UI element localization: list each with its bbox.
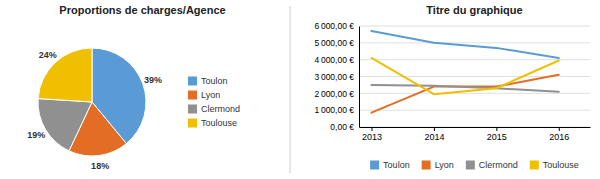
series-line bbox=[371, 31, 558, 58]
tick-mark bbox=[371, 127, 372, 131]
tick-label: 6 000,00 € bbox=[314, 21, 354, 31]
grid-line bbox=[359, 26, 590, 27]
tick-label: 0,00 € bbox=[330, 122, 354, 132]
chart-canvas: Proportions de charges/Agence 39% 18% 19% 24… bbox=[0, 0, 600, 179]
pie: 39% 18% 19% 24% bbox=[27, 48, 162, 171]
y-tick: 4 000,00 € bbox=[314, 55, 359, 65]
x-tick: 2016 bbox=[549, 127, 569, 142]
legend-item: Toulon bbox=[370, 160, 410, 170]
data-label: 18% bbox=[91, 161, 109, 171]
y-axis: 0,00 € 1 000,00 € 2 000,00 € 3 000,00 € 4 00… bbox=[314, 21, 359, 132]
chart-title: Proportions de charges/Agence bbox=[59, 4, 225, 16]
legend-swatch bbox=[188, 105, 197, 114]
legend-swatch bbox=[466, 161, 475, 170]
tick-label: 4 000,00 € bbox=[314, 55, 354, 65]
series-line bbox=[371, 58, 558, 94]
legend-label: Toulon bbox=[201, 76, 228, 86]
grid bbox=[359, 26, 590, 127]
legend-item: Clermond bbox=[466, 160, 518, 170]
divider bbox=[290, 6, 291, 173]
tick-mark bbox=[434, 127, 435, 131]
grid-line bbox=[359, 42, 590, 43]
axis-line bbox=[359, 27, 360, 128]
plot-area bbox=[371, 31, 558, 113]
legend-label: Lyon bbox=[435, 160, 454, 170]
legend-item: Toulouse bbox=[188, 118, 237, 128]
legend-item: Toulouse bbox=[530, 160, 579, 170]
axis-line bbox=[360, 127, 591, 128]
tick-label: 2015 bbox=[487, 132, 507, 142]
legend-swatch bbox=[188, 119, 197, 128]
tick-mark bbox=[496, 127, 497, 131]
legend-label: Toulouse bbox=[201, 118, 237, 128]
tick-label: 2016 bbox=[549, 132, 569, 142]
series-line bbox=[371, 75, 558, 113]
legend-swatch bbox=[188, 91, 197, 100]
tick-label: 2014 bbox=[424, 132, 444, 142]
x-axis: 2013 2014 2015 2016 bbox=[360, 127, 591, 142]
tick-label: 1 000,00 € bbox=[314, 105, 354, 115]
legend-label: Toulon bbox=[383, 160, 410, 170]
legend-swatch bbox=[530, 161, 539, 170]
data-label: 24% bbox=[39, 50, 57, 60]
legend-item: Lyon bbox=[188, 90, 220, 100]
legend-label: Lyon bbox=[201, 90, 220, 100]
y-tick: 0,00 € bbox=[330, 122, 359, 132]
x-tick: 2014 bbox=[424, 127, 444, 142]
legend-item: Toulon bbox=[188, 76, 228, 86]
legend-swatch bbox=[422, 161, 431, 170]
legend-label: Clermond bbox=[479, 160, 518, 170]
tick-mark bbox=[559, 127, 560, 131]
legend-swatch bbox=[370, 161, 379, 170]
chart-title: Titre du graphique bbox=[426, 4, 522, 16]
legend-label: Toulouse bbox=[543, 160, 579, 170]
legend-swatch bbox=[188, 77, 197, 86]
tick-label: 5 000,00 € bbox=[314, 38, 354, 48]
tick-label: 2013 bbox=[362, 132, 382, 142]
legend-item: Lyon bbox=[422, 160, 454, 170]
legend: Toulon Lyon Clermond Toulouse bbox=[188, 76, 240, 128]
line-chart: Titre du graphique 0,00 € 1 000,00 € 2 000,… bbox=[314, 4, 590, 170]
data-label: 19% bbox=[27, 130, 45, 140]
y-tick: 1 000,00 € bbox=[314, 105, 359, 115]
pie-chart: Proportions de charges/Agence 39% 18% 19% 24… bbox=[27, 4, 240, 171]
grid-line bbox=[359, 110, 590, 111]
pie-slice bbox=[38, 48, 92, 102]
legend-item: Clermond bbox=[188, 104, 240, 114]
grid-line bbox=[359, 93, 590, 94]
grid-line bbox=[359, 127, 590, 128]
data-label: 39% bbox=[144, 75, 162, 85]
y-tick: 2 000,00 € bbox=[314, 89, 359, 99]
tick-label: 3 000,00 € bbox=[314, 72, 354, 82]
pie-slice bbox=[38, 99, 92, 151]
y-tick: 5 000,00 € bbox=[314, 38, 359, 48]
x-tick: 2015 bbox=[487, 127, 507, 142]
y-tick: 6 000,00 € bbox=[314, 21, 359, 31]
tick-label: 2 000,00 € bbox=[314, 89, 354, 99]
x-tick: 2013 bbox=[362, 127, 382, 142]
legend: Toulon Lyon Clermond Toulouse bbox=[370, 160, 579, 170]
y-tick: 3 000,00 € bbox=[314, 72, 359, 82]
grid-line bbox=[359, 59, 590, 60]
legend-label: Clermond bbox=[201, 104, 240, 114]
